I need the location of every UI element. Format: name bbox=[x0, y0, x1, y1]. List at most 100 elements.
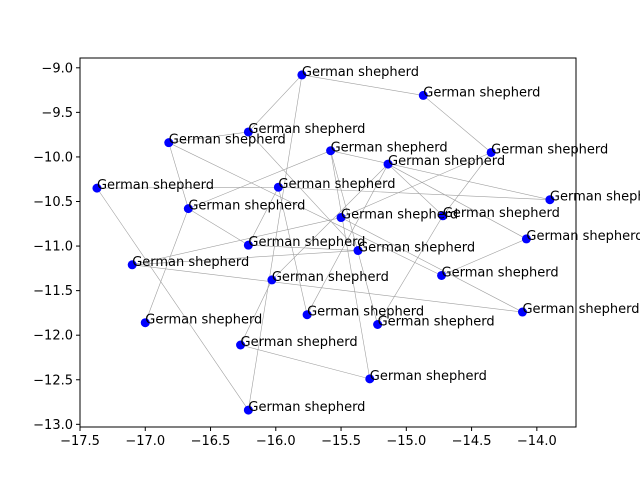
point-label: German shepherd bbox=[132, 255, 249, 270]
y-tick-label: −9.5 bbox=[41, 106, 73, 121]
point-label: German shepherd bbox=[248, 235, 365, 250]
y-tick-label: −10.0 bbox=[33, 150, 73, 165]
edge-line bbox=[441, 238, 527, 276]
edge-line bbox=[278, 186, 550, 201]
data-point bbox=[140, 318, 150, 328]
point-label: German shepherd bbox=[358, 241, 475, 256]
data-point bbox=[437, 270, 447, 280]
edge-line bbox=[132, 250, 359, 266]
edge-line bbox=[330, 150, 371, 379]
data-point bbox=[92, 183, 102, 193]
data-point bbox=[164, 138, 174, 148]
point-label: German shepherd bbox=[341, 208, 458, 223]
data-point bbox=[243, 127, 253, 137]
point-label: German shepherd bbox=[248, 122, 365, 137]
edge-line bbox=[387, 163, 444, 216]
data-point bbox=[267, 275, 277, 285]
point-label: German shepherd bbox=[278, 177, 395, 192]
point-label: German shepherd bbox=[491, 142, 608, 157]
edge-line bbox=[330, 150, 550, 201]
data-point bbox=[521, 234, 531, 244]
data-point bbox=[273, 182, 283, 192]
x-tick-label: −15.5 bbox=[321, 434, 361, 449]
edge-line bbox=[168, 142, 442, 276]
point-label: German shepherd bbox=[370, 369, 487, 384]
edge-line bbox=[271, 163, 389, 281]
edge-line bbox=[248, 187, 279, 246]
edge-line bbox=[132, 217, 342, 266]
point-label: German shepherd bbox=[550, 190, 640, 205]
x-tick-label: −14.0 bbox=[517, 434, 557, 449]
point-label: German shepherd bbox=[423, 85, 540, 100]
edge-line bbox=[377, 215, 444, 325]
data-point bbox=[326, 146, 336, 156]
point-label: German shepherd bbox=[388, 154, 505, 169]
edge-line bbox=[240, 279, 273, 346]
data-point bbox=[545, 195, 555, 205]
data-point bbox=[297, 70, 307, 80]
edge-line bbox=[96, 187, 249, 411]
point-label: German shepherd bbox=[307, 305, 424, 320]
x-tick-label: −16.0 bbox=[256, 434, 296, 449]
edge-line bbox=[240, 344, 370, 380]
edge-line bbox=[248, 131, 359, 251]
point-label: German shepherd bbox=[331, 141, 448, 156]
edge-line bbox=[306, 163, 389, 315]
point-label: German shepherd bbox=[526, 229, 640, 244]
x-tick-label: −15.0 bbox=[386, 434, 426, 449]
edge-line bbox=[188, 150, 331, 209]
edge-line bbox=[340, 217, 523, 313]
point-label: German shepherd bbox=[188, 199, 305, 214]
data-point bbox=[373, 320, 383, 329]
edge-line bbox=[168, 131, 249, 143]
point-label: German shepherd bbox=[145, 313, 262, 328]
point-label: German shepherd bbox=[97, 178, 214, 193]
point-label: German shepherd bbox=[378, 315, 495, 330]
edge-line bbox=[442, 152, 492, 216]
point-label: German shepherd bbox=[272, 270, 389, 285]
edge-line bbox=[387, 163, 527, 240]
data-point bbox=[438, 211, 448, 221]
data-point bbox=[336, 213, 346, 223]
edge-line bbox=[96, 186, 279, 189]
point-label: German shepherd bbox=[248, 400, 365, 415]
y-tick-label: −13.0 bbox=[33, 418, 73, 433]
points-layer bbox=[92, 70, 555, 415]
y-tick-label: −11.5 bbox=[33, 284, 73, 299]
y-tick-label: −10.5 bbox=[33, 195, 73, 210]
point-label: German shepherd bbox=[522, 302, 639, 317]
edge-line bbox=[168, 142, 189, 209]
edge-line bbox=[278, 187, 308, 315]
y-tick-label: −9.0 bbox=[41, 61, 73, 76]
edge-line bbox=[188, 208, 249, 246]
point-label: German shepherd bbox=[241, 335, 358, 350]
point-label: German shepherd bbox=[443, 206, 560, 221]
edge-line bbox=[144, 208, 189, 323]
point-label: German shepherd bbox=[442, 265, 559, 280]
edge-line bbox=[248, 74, 303, 411]
edge-line bbox=[330, 150, 378, 325]
x-axis: −17.5 −17.0 −16.5 −16.0 −15.5 −15.0 −14.5 −14.0 bbox=[60, 427, 557, 449]
data-point bbox=[486, 147, 496, 157]
plot-frame bbox=[79, 57, 577, 428]
edge-line bbox=[132, 264, 523, 313]
y-tick-label: −12.0 bbox=[33, 329, 73, 344]
data-point bbox=[243, 240, 253, 250]
edge-line bbox=[248, 244, 359, 251]
data-point bbox=[183, 204, 193, 214]
x-tick-label: −17.5 bbox=[60, 434, 100, 449]
y-axis: −9.0 −9.5 −10.0 −10.5 −11.0 −11.5 −12.0 −12.5 −1… bbox=[33, 61, 80, 433]
data-point bbox=[302, 310, 312, 320]
edge-line bbox=[301, 74, 424, 96]
data-point bbox=[383, 159, 393, 169]
data-point bbox=[243, 405, 253, 415]
data-point bbox=[127, 260, 137, 270]
x-tick-label: −16.5 bbox=[191, 434, 231, 449]
data-point bbox=[236, 340, 246, 350]
edge-line bbox=[423, 95, 492, 153]
data-point bbox=[418, 90, 428, 100]
data-point bbox=[365, 374, 375, 384]
